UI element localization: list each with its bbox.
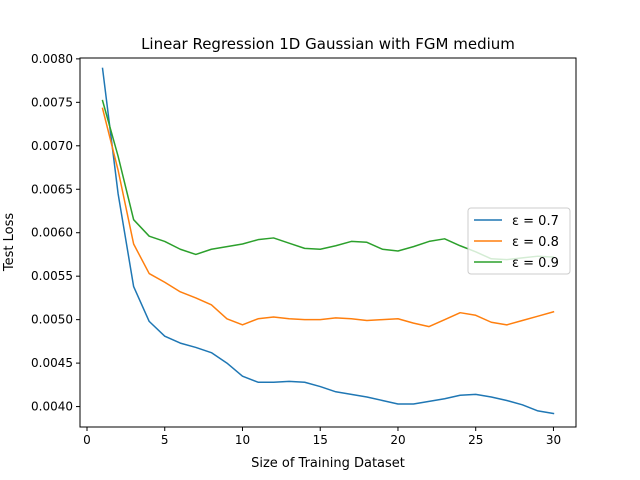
legend-label-0: ε = 0.7 (512, 214, 559, 229)
legend-box (467, 207, 571, 275)
y-tick-label: 0.0050 (31, 313, 73, 327)
x-tick-label: 15 (313, 433, 328, 447)
y-tick-label: 0.0080 (31, 52, 73, 66)
x-tick-label: 30 (546, 433, 561, 447)
series-line-0 (101, 67, 555, 415)
legend-label-1: ε = 0.8 (512, 235, 559, 250)
y-tick-label: 0.0060 (31, 226, 73, 240)
y-tick-label: 0.0055 (31, 269, 73, 283)
x-tick-label: 10 (235, 433, 250, 447)
legend-label-2: ε = 0.9 (512, 256, 559, 271)
y-tick-label: 0.0045 (31, 356, 73, 370)
x-tick-label: 25 (468, 433, 483, 447)
y-axis-label: Test Loss (2, 213, 17, 272)
series-line-1 (101, 107, 555, 328)
y-tick-label: 0.0065 (31, 182, 73, 196)
plot-frame (79, 57, 577, 428)
y-tick-label: 0.0070 (31, 139, 73, 153)
x-axis-label: Size of Training Dataset (251, 456, 405, 471)
legend: ε = 0.7 ε = 0.8 ε = 0.9 (467, 207, 571, 275)
chart-title: Linear Regression 1D Gaussian with FGM m… (141, 35, 515, 53)
y-tick-label: 0.0040 (31, 400, 73, 414)
y-axis: 0.0040 0.0045 0.0050 0.0055 0.0060 0.0065 0.00… (31, 52, 80, 414)
y-tick-label: 0.0075 (31, 95, 73, 109)
x-tick-label: 0 (83, 433, 91, 447)
x-tick-label: 5 (161, 433, 169, 447)
x-tick-label: 20 (390, 433, 405, 447)
x-axis: 0 5 10 15 20 25 30 (83, 427, 561, 447)
